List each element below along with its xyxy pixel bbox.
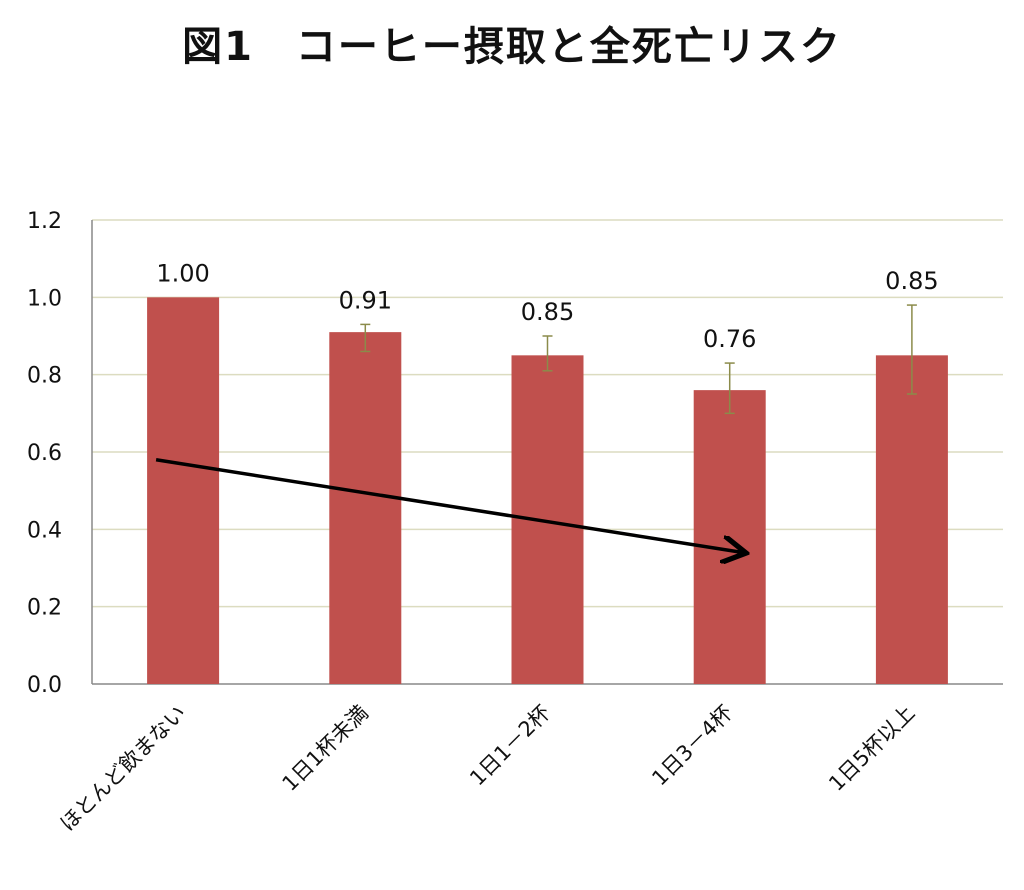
category-label: 1日1－2杯 (465, 701, 555, 791)
data-label: 0.76 (703, 325, 756, 353)
data-label: 0.85 (521, 298, 574, 326)
chart-title: 図1 コーヒー摂取と全死亡リスク (182, 24, 842, 70)
trend-arrow-line (155, 458, 743, 553)
data-labels: 1.00 0.91 0.85 0.76 0.85 (156, 259, 938, 353)
y-tick-label: 0.8 (27, 364, 62, 389)
error-bars (360, 304, 917, 415)
category-label: 1日3－4杯 (647, 701, 737, 791)
x-axis-categories: ほとんど飲まない 1日1杯未満 1日1－2杯 1日3－4杯 1日5杯以上 (55, 701, 919, 836)
bar (693, 390, 766, 684)
data-label: 0.85 (885, 267, 938, 295)
y-tick-label: 1.2 (27, 209, 62, 234)
y-tick-label: 0.6 (27, 441, 62, 466)
y-axis-ticks: 0.0 0.2 0.4 0.6 0.8 1.0 1.2 (27, 209, 62, 698)
trend-arrow (155, 458, 743, 553)
y-tick-label: 0.4 (27, 518, 62, 543)
category-label: ほとんど飲まない (55, 701, 190, 836)
bar (147, 297, 220, 684)
y-tick-label: 0.0 (27, 673, 62, 698)
y-tick-label: 1.0 (27, 286, 62, 311)
bar (511, 355, 584, 684)
category-label: 1日1杯未満 (278, 701, 373, 796)
data-label: 1.00 (156, 259, 209, 287)
data-label: 0.91 (339, 286, 392, 314)
category-label: 1日5杯以上 (824, 701, 919, 796)
bar (329, 332, 402, 684)
bars (147, 297, 948, 684)
y-tick-label: 0.2 (27, 596, 62, 621)
bar (875, 355, 948, 684)
